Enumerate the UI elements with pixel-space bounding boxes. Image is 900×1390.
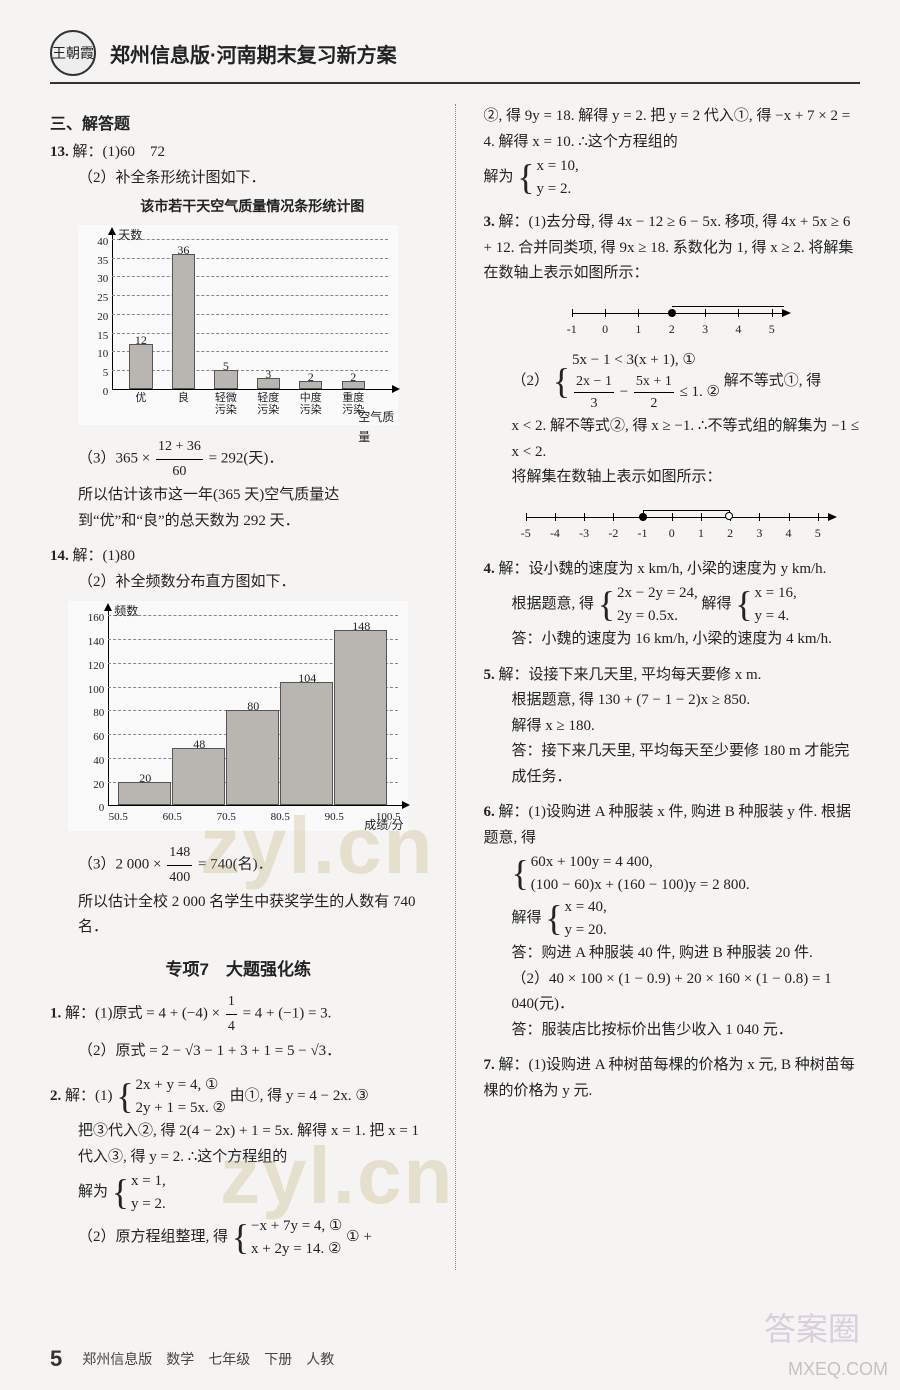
r-q5-a: 解：设接下来几天里, 平均每天要修 x m. [499, 667, 762, 683]
sp-q1: 1. 解：(1)原式 = 4 + (−4) × 1 4 = 4 + (−1) =… [50, 990, 427, 1064]
r-q5: 5. 解：设接下来几天里, 平均每天要修 x m. 根据题意, 得 130 + … [484, 663, 861, 791]
r-q5-num: 5. [484, 667, 495, 683]
numberline-2: -5-4-3-2-1012345 [512, 497, 832, 547]
r-q2-sol-brace: { x = 10, y = 2. [517, 155, 579, 200]
sp-q2-b: 把③代入②, 得 2(4 − 2x) + 1 = 5x. 解得 x = 1. 把… [50, 1119, 427, 1170]
watermark-daan: 答案圈 [764, 1304, 860, 1350]
q14: 14. 解：(1)80 （2）补全频数分布直方图如下． 020406080100… [50, 544, 427, 941]
q13-3-text: 所以估计该市这一年(365 天)空气质量达到“优”和“良”的总天数为 292 天… [50, 483, 427, 534]
r-q6-sol: 解得 { x = 40, y = 20. [484, 896, 861, 941]
q13-part1: 解：(1)60 72 [73, 144, 166, 160]
logo-text: 王朝霞 [52, 43, 94, 63]
sp-q2-c: 解为 { x = 1, y = 2. [50, 1170, 427, 1215]
left-column: 三、解答题 13. 解：(1)60 72 （2）补全条形统计图如下． 该市若干天… [50, 104, 427, 1270]
sp-q1-1-frac: 1 4 [226, 990, 237, 1039]
sp-q1-1a: 解：(1)原式 = 4 + (−4) × [65, 1006, 224, 1022]
special-title: 专项7 大题强化练 [50, 955, 427, 980]
score-histogram: 020406080100120140160频数成绩/分2048801041485… [68, 601, 408, 831]
chart1-title: 该市若干天空气质量情况条形统计图 [50, 195, 427, 219]
header-title: 郑州信息版·河南期末复习新方案 [110, 39, 397, 68]
page-footer: 5 郑州信息版 数学 七年级 下册 人教 [50, 1346, 334, 1372]
r-q4: 4. 解：设小魏的速度为 x km/h, 小梁的速度为 y km/h. 根据题意… [484, 557, 861, 653]
sp-q2-sol: { x = 1, y = 2. [112, 1170, 166, 1215]
page-header: 王朝霞 郑州信息版·河南期末复习新方案 [50, 30, 860, 84]
sp-q1-num: 1. [50, 1006, 61, 1022]
r-q4-a: 解：设小魏的速度为 x km/h, 小梁的速度为 y km/h. [499, 561, 827, 577]
r-q2-cont: ②, 得 9y = 18. 解得 y = 2. 把 y = 2 代入①, 得 −… [484, 104, 861, 200]
r-q6-c: （2）40 × 100 × (1 − 0.9) + 20 × 160 × (1 … [484, 967, 861, 1018]
numberline-1: -1012345 [552, 293, 792, 343]
content-columns: 三、解答题 13. 解：(1)60 72 （2）补全条形统计图如下． 该市若干天… [50, 104, 860, 1270]
sp-q2-2: （2）原方程组整理, 得 { −x + 7y = 4, ① x + 2y = 1… [50, 1215, 427, 1260]
r-q7: 7. 解：(1)设购进 A 种树苗每棵的价格为 x 元, B 种树苗每棵的价格为… [484, 1053, 861, 1104]
q14-part1: 解：(1)80 [73, 548, 136, 564]
r-q3-2-system: { 5x − 1 < 3(x + 1), ① 2x − 13 − 5x + 12… [553, 349, 720, 415]
watermark-corner: MXEQ.COM [788, 1359, 888, 1380]
q14-number: 14. [50, 548, 69, 564]
sp-q1-2: （2）原式 = 2 − √3 − 1 + 3 + 1 = 5 − √3． [50, 1039, 427, 1065]
r-q2-cont-text: ②, 得 9y = 18. 解得 y = 2. 把 y = 2 代入①, 得 −… [484, 104, 861, 155]
q13-part2: （2）补全条形统计图如下． [50, 166, 427, 192]
r-q3-2d: 将解集在数轴上表示如图所示： [484, 465, 861, 491]
q14-3-text: 所以估计全校 2 000 名学生中获奖学生的人数有 740 名． [50, 890, 427, 941]
r-q3: 3. 解：(1)去分母, 得 4x − 12 ≥ 6 − 5x. 移项, 得 4… [484, 210, 861, 547]
q14-3-a: （3）2 000 × [78, 857, 165, 873]
sp-q2-num: 2. [50, 1088, 61, 1104]
r-q7-a: 解：(1)设购进 A 种树苗每棵的价格为 x 元, B 种树苗每棵的价格为 y … [484, 1057, 855, 1099]
section-title: 三、解答题 [50, 110, 427, 134]
air-quality-barchart: 0510152025303540天数空气质量12优36良5轻微污染3轻度污染2中… [78, 225, 398, 425]
r-q3-2: （2） { 5x − 1 < 3(x + 1), ① 2x − 13 − 5x … [484, 349, 861, 415]
column-divider [455, 104, 456, 1270]
q14-part2: （2）补全频数分布直方图如下． [50, 570, 427, 596]
r-q4-b: 根据题意, 得 { 2x − 2y = 24, 2y = 0.5x. 解得 { … [484, 582, 861, 627]
q13-3-b: = 292(天)． [209, 451, 284, 467]
r-q6-a: 解：(1)设购进 A 种服装 x 件, 购进 B 种服装 y 件. 根据题意, … [484, 804, 852, 846]
r-q6-num: 6. [484, 804, 495, 820]
sp-q2-tail: 由①, 得 y = 4 − 2x. ③ [230, 1088, 369, 1104]
r-q5-c: 解得 x ≥ 180. [484, 714, 861, 740]
q13-3-frac: 12 + 36 60 [156, 435, 203, 484]
sp-q2-2-system: { −x + 7y = 4, ① x + 2y = 14. ② [232, 1215, 343, 1260]
r-q3-1: 解：(1)去分母, 得 4x − 12 ≥ 6 − 5x. 移项, 得 4x +… [484, 214, 854, 281]
q13-3-a: （3）365 × [78, 451, 154, 467]
sp-q2-lead: 解：(1) [65, 1088, 113, 1104]
r-q4-c: 答：小魏的速度为 16 km/h, 小梁的速度为 4 km/h. [484, 627, 861, 653]
q13-number: 13. [50, 144, 69, 160]
footer-text: 郑州信息版 数学 七年级 下册 人教 [82, 1349, 334, 1369]
q13: 13. 解：(1)60 72 （2）补全条形统计图如下． 该市若干天空气质量情况… [50, 140, 427, 534]
page-number: 5 [50, 1346, 62, 1372]
r-q6-b: 答：购进 A 种服装 40 件, 购进 B 种服装 20 件. [484, 941, 861, 967]
r-q2-sol: 解为 { x = 10, y = 2. [484, 155, 861, 200]
sp-q2: 2. 解：(1) { 2x + y = 4, ① 2y + 1 = 5x. ② … [50, 1074, 427, 1260]
r-q6: 6. 解：(1)设购进 A 种服装 x 件, 购进 B 种服装 y 件. 根据题… [484, 800, 861, 1043]
sp-q2-row1: 2x + y = 4, ① [136, 1074, 226, 1097]
r-q6-sys: { 60x + 100y = 4 400, (100 − 60)x + (160… [484, 851, 861, 896]
r-q7-num: 7. [484, 1057, 495, 1073]
r-q4-num: 4. [484, 561, 495, 577]
sp-q2-system: { 2x + y = 4, ① 2y + 1 = 5x. ② [116, 1074, 226, 1119]
sp-q1-1b: = 4 + (−1) = 3. [243, 1006, 332, 1022]
logo-icon: 王朝霞 [50, 30, 96, 76]
sp-q2-row2: 2y + 1 = 5x. ② [136, 1097, 226, 1120]
r-q5-b: 根据题意, 得 130 + (7 − 1 − 2)x ≥ 850. [484, 688, 861, 714]
q14-3-frac: 148 400 [167, 841, 192, 890]
r-q5-d: 答：接下来几天里, 平均每天至少要修 180 m 才能完成任务． [484, 739, 861, 790]
r-q3-2c: x < 2. 解不等式②, 得 x ≥ −1. ∴不等式组的解集为 −1 ≤ x… [484, 414, 861, 465]
r-q3-num: 3. [484, 214, 495, 230]
right-column: ②, 得 9y = 18. 解得 y = 2. 把 y = 2 代入①, 得 −… [484, 104, 861, 1270]
q14-part3: （3）2 000 × 148 400 = 740(名)． [50, 841, 427, 890]
r-q6-d: 答：服装店比按标价出售少收入 1 040 元． [484, 1018, 861, 1044]
q14-3-b: = 740(名)． [198, 857, 273, 873]
